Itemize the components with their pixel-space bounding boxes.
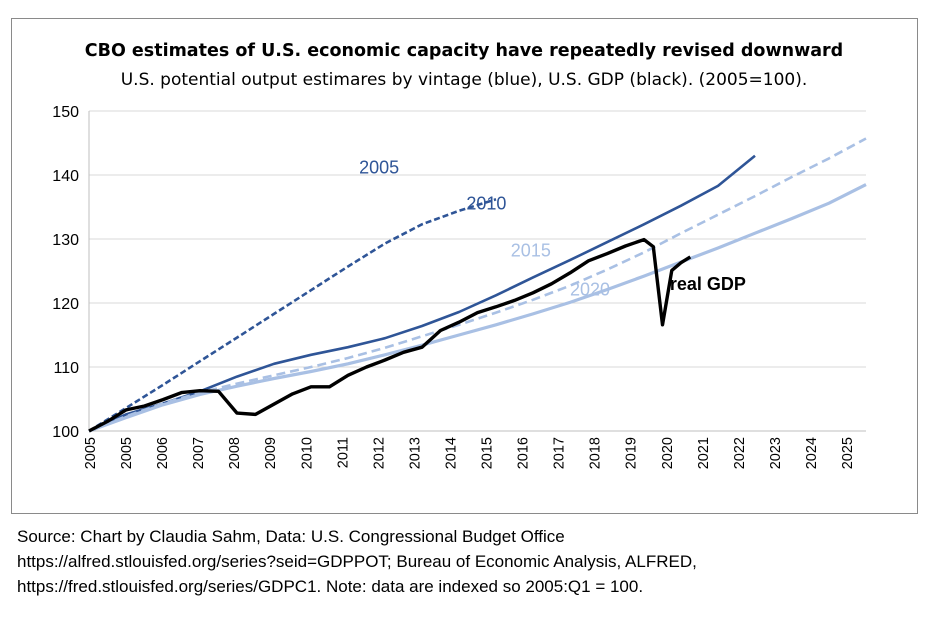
series-line-2020 [88, 183, 867, 433]
x-tick-label: 2010 [299, 437, 315, 469]
x-tick-label: 2015 [480, 437, 496, 469]
series-label-2020: 2020 [570, 279, 610, 299]
y-tick-label: 130 [52, 232, 79, 249]
series-label-2015: 2015 [511, 240, 551, 260]
x-tick-label: 2014 [443, 437, 459, 469]
y-tick-label: 150 [52, 104, 79, 121]
chart-svg: CBO estimates of U.S. economic capacity … [52, 41, 867, 469]
x-tick-label: 2007 [191, 437, 207, 469]
source-line-2: https://alfred.stlouisfed.org/series?sei… [17, 552, 697, 571]
series-line-real-gdp [88, 237, 692, 433]
y-tick-label: 120 [52, 296, 79, 313]
x-tick-label: 2021 [696, 437, 712, 469]
axes: 100 110 120 130 140 150 2005 2005 2006 2007 2008 20… [52, 104, 866, 469]
x-tick-label: 2022 [732, 437, 748, 469]
x-tick-label: 2005 [119, 437, 135, 469]
gridlines [89, 110, 866, 368]
series-labels: 2005 2010 2015 2020 real GDP [359, 158, 746, 300]
x-tick-label: 2008 [227, 437, 243, 469]
x-tick-label: 2016 [516, 437, 532, 469]
series-label-real-gdp: real GDP [670, 274, 746, 294]
x-tick-label: 2012 [371, 437, 387, 469]
x-tick-label: 2011 [335, 437, 351, 468]
series-lines [88, 137, 867, 433]
series-line-2005 [88, 198, 497, 433]
chart-frame: CBO estimates of U.S. economic capacity … [11, 18, 918, 514]
x-tick-label: 2019 [624, 437, 640, 469]
series-label-2005: 2005 [359, 158, 399, 178]
x-tick-label: 2018 [588, 437, 604, 469]
x-tick-label: 2025 [840, 437, 856, 469]
chart-title: CBO estimates of U.S. economic capacity … [85, 41, 843, 61]
x-tick-label: 2020 [660, 437, 676, 469]
x-tick-label: 2006 [155, 437, 171, 469]
x-tick-label: 2009 [263, 437, 279, 469]
source-line-3: https://fred.stlouisfed.org/series/GDPC1… [17, 577, 644, 596]
x-tick-label: 2024 [804, 437, 820, 469]
y-tick-label: 100 [52, 424, 79, 441]
x-tick-label: 2023 [768, 437, 784, 469]
source-line-1: Source: Chart by Claudia Sahm, Data: U.S… [17, 527, 565, 546]
y-tick-label: 140 [52, 168, 79, 185]
series-line-2010 [88, 154, 756, 433]
chart-subtitle: U.S. potential output estimares by vinta… [121, 70, 808, 90]
series-label-2010: 2010 [466, 194, 506, 214]
x-tick-label: 2013 [407, 437, 423, 469]
source-note: Source: Chart by Claudia Sahm, Data: U.S… [17, 524, 917, 599]
x-tick-label: 2017 [552, 437, 568, 469]
x-tick-label: 2005 [83, 437, 99, 469]
series-line-2015 [88, 137, 867, 433]
y-tick-label: 110 [53, 360, 79, 377]
